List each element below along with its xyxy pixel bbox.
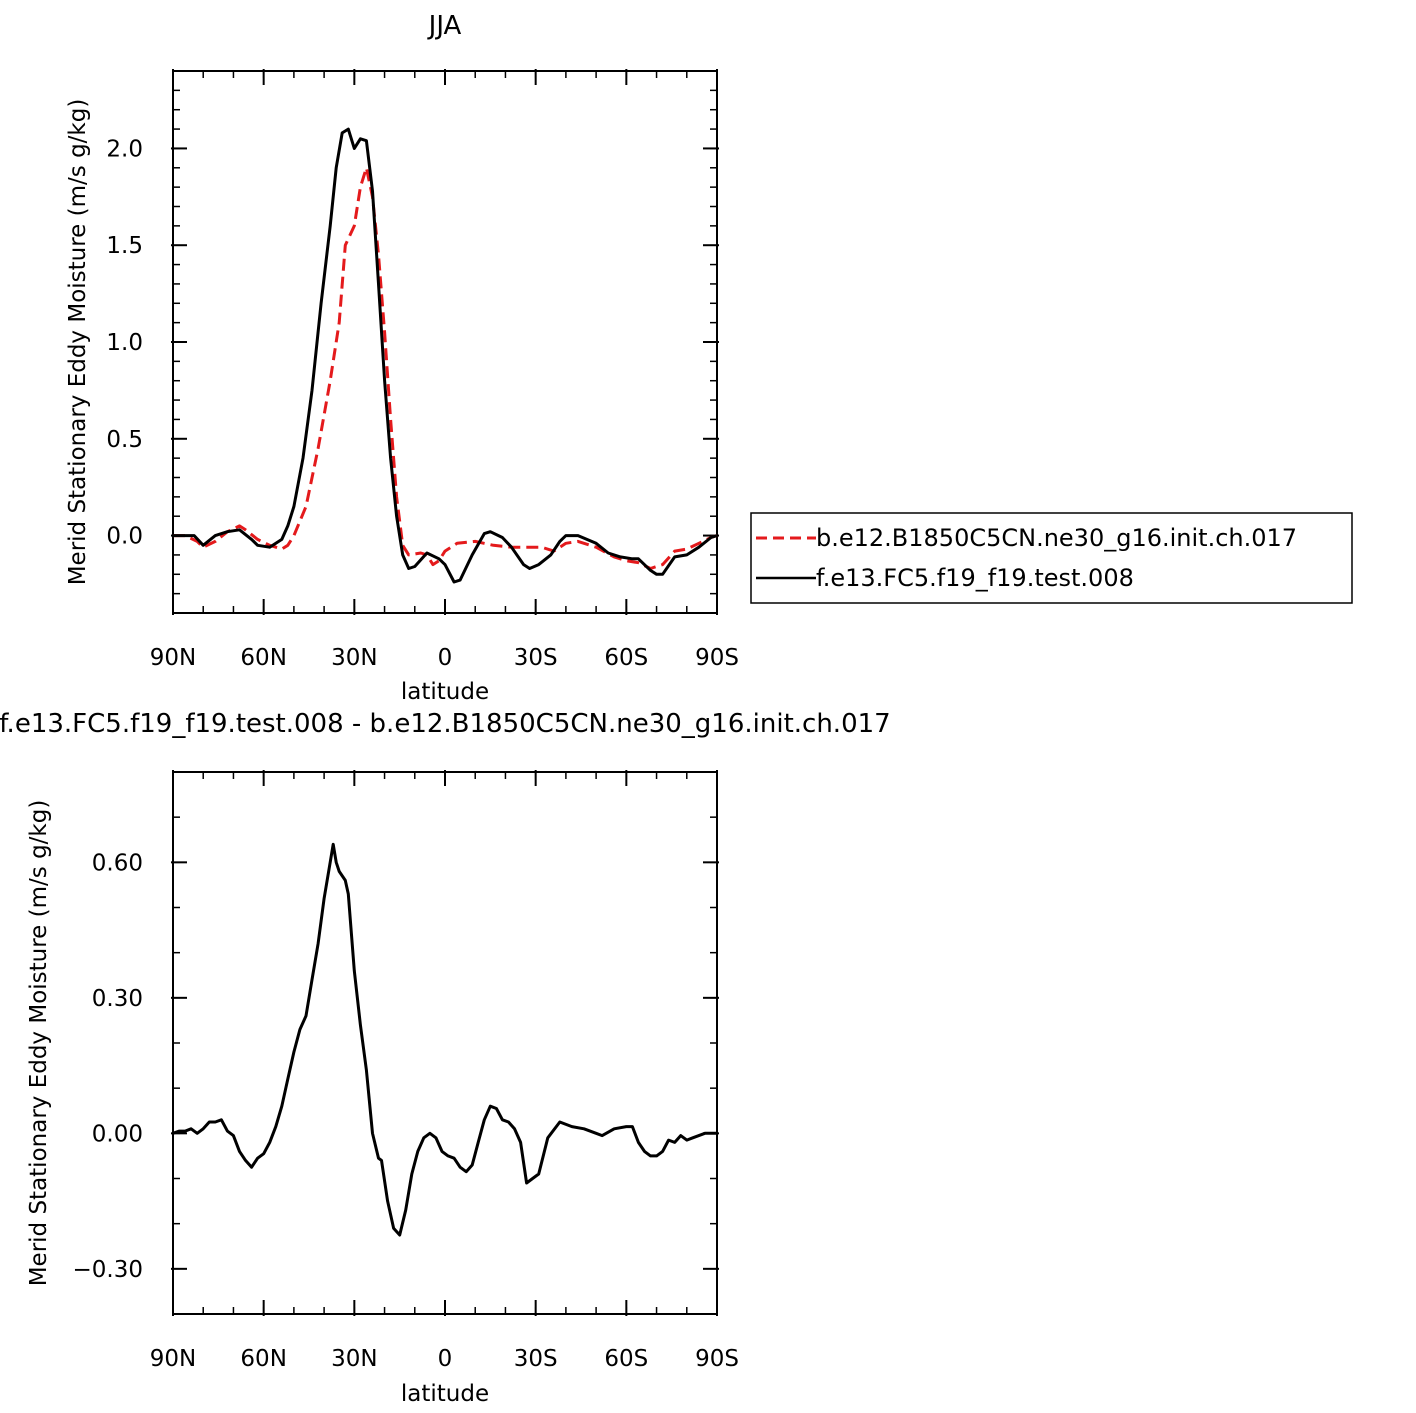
series-line-red-dashed xyxy=(173,166,718,570)
x-tick-label: 90N xyxy=(150,1346,196,1372)
x-tick-label: 30S xyxy=(514,1346,558,1372)
bottom-panel-title: f.e13.FC5.f19_f19.test.008 - b.e12.B1850… xyxy=(0,709,891,739)
x-tick-label: 60S xyxy=(604,1346,648,1372)
x-tick-label: 60N xyxy=(240,645,286,671)
y-tick-label: 0.00 xyxy=(92,1121,143,1147)
x-tick-label: 30N xyxy=(331,1346,377,1372)
legend-frame xyxy=(750,512,1353,604)
y-tick-label: 0.60 xyxy=(92,850,143,876)
y-tick-label: −0.30 xyxy=(73,1257,143,1283)
legend-label-black: f.e13.FC5.f19_f19.test.008 xyxy=(816,564,1134,592)
y-tick-label: 0.0 xyxy=(106,524,143,550)
bottom-panel: f.e13.FC5.f19_f19.test.008 - b.e12.B1850… xyxy=(0,709,891,1407)
y-tick-label: 0.30 xyxy=(92,986,143,1012)
top-panel-title: JJA xyxy=(427,11,462,41)
top-panel-x-tick-labels: 90N 60N 30N 0 30S 60S 90S xyxy=(150,645,739,671)
x-tick-label: 0 xyxy=(438,1346,453,1372)
bottom-panel-ticks xyxy=(171,770,719,1316)
top-panel: JJA 90N 60N 30N 0 30S 60S 90S 0.00.51.01.52.0 … xyxy=(65,11,739,705)
bottom-panel-x-axis-label: latitude xyxy=(401,1381,489,1407)
top-panel-series xyxy=(173,127,718,584)
bottom-panel-series xyxy=(172,842,717,1237)
x-tick-label: 60N xyxy=(240,1346,286,1372)
top-panel-y-axis-label: Merid Stationary Eddy Moisture (m/s g/kg… xyxy=(65,99,91,586)
y-tick-label: 1.5 xyxy=(106,233,143,259)
series-line-black xyxy=(173,127,718,584)
x-tick-label: 0 xyxy=(438,645,453,671)
top-panel-frame xyxy=(172,70,718,614)
y-tick-label: 2.0 xyxy=(106,136,143,162)
top-panel-y-tick-labels: 0.0 0.5 1.0 1.5 2.0 xyxy=(106,136,143,549)
y-tick-label: 1.0 xyxy=(106,330,143,356)
x-tick-label: 30N xyxy=(331,645,377,671)
top-panel-ticks xyxy=(171,69,719,615)
legend: b.e12.B1850C5CN.ne30_g16.init.ch.017 f.e… xyxy=(750,512,1353,604)
bottom-panel-y-axis-label: Merid Stationary Eddy Moisture (m/s g/kg… xyxy=(26,800,52,1287)
bottom-panel-x-tick-labels: 90N 60N 30N 0 30S 60S 90S xyxy=(150,1346,739,1372)
bottom-panel-y-tick-labels: −0.30 0.00 0.30 0.60 xyxy=(73,850,143,1283)
top-panel-x-axis-label: latitude xyxy=(401,679,489,705)
series-line-black xyxy=(172,842,717,1237)
y-tick-label: 0.5 xyxy=(106,427,143,453)
bottom-panel-frame xyxy=(172,771,718,1315)
x-tick-label: 90N xyxy=(150,645,196,671)
x-tick-label: 60S xyxy=(604,645,648,671)
x-tick-label: 90S xyxy=(695,1346,739,1372)
x-tick-label: 90S xyxy=(695,645,739,671)
x-tick-label: 30S xyxy=(514,645,558,671)
legend-label-red: b.e12.B1850C5CN.ne30_g16.init.ch.017 xyxy=(816,524,1297,552)
